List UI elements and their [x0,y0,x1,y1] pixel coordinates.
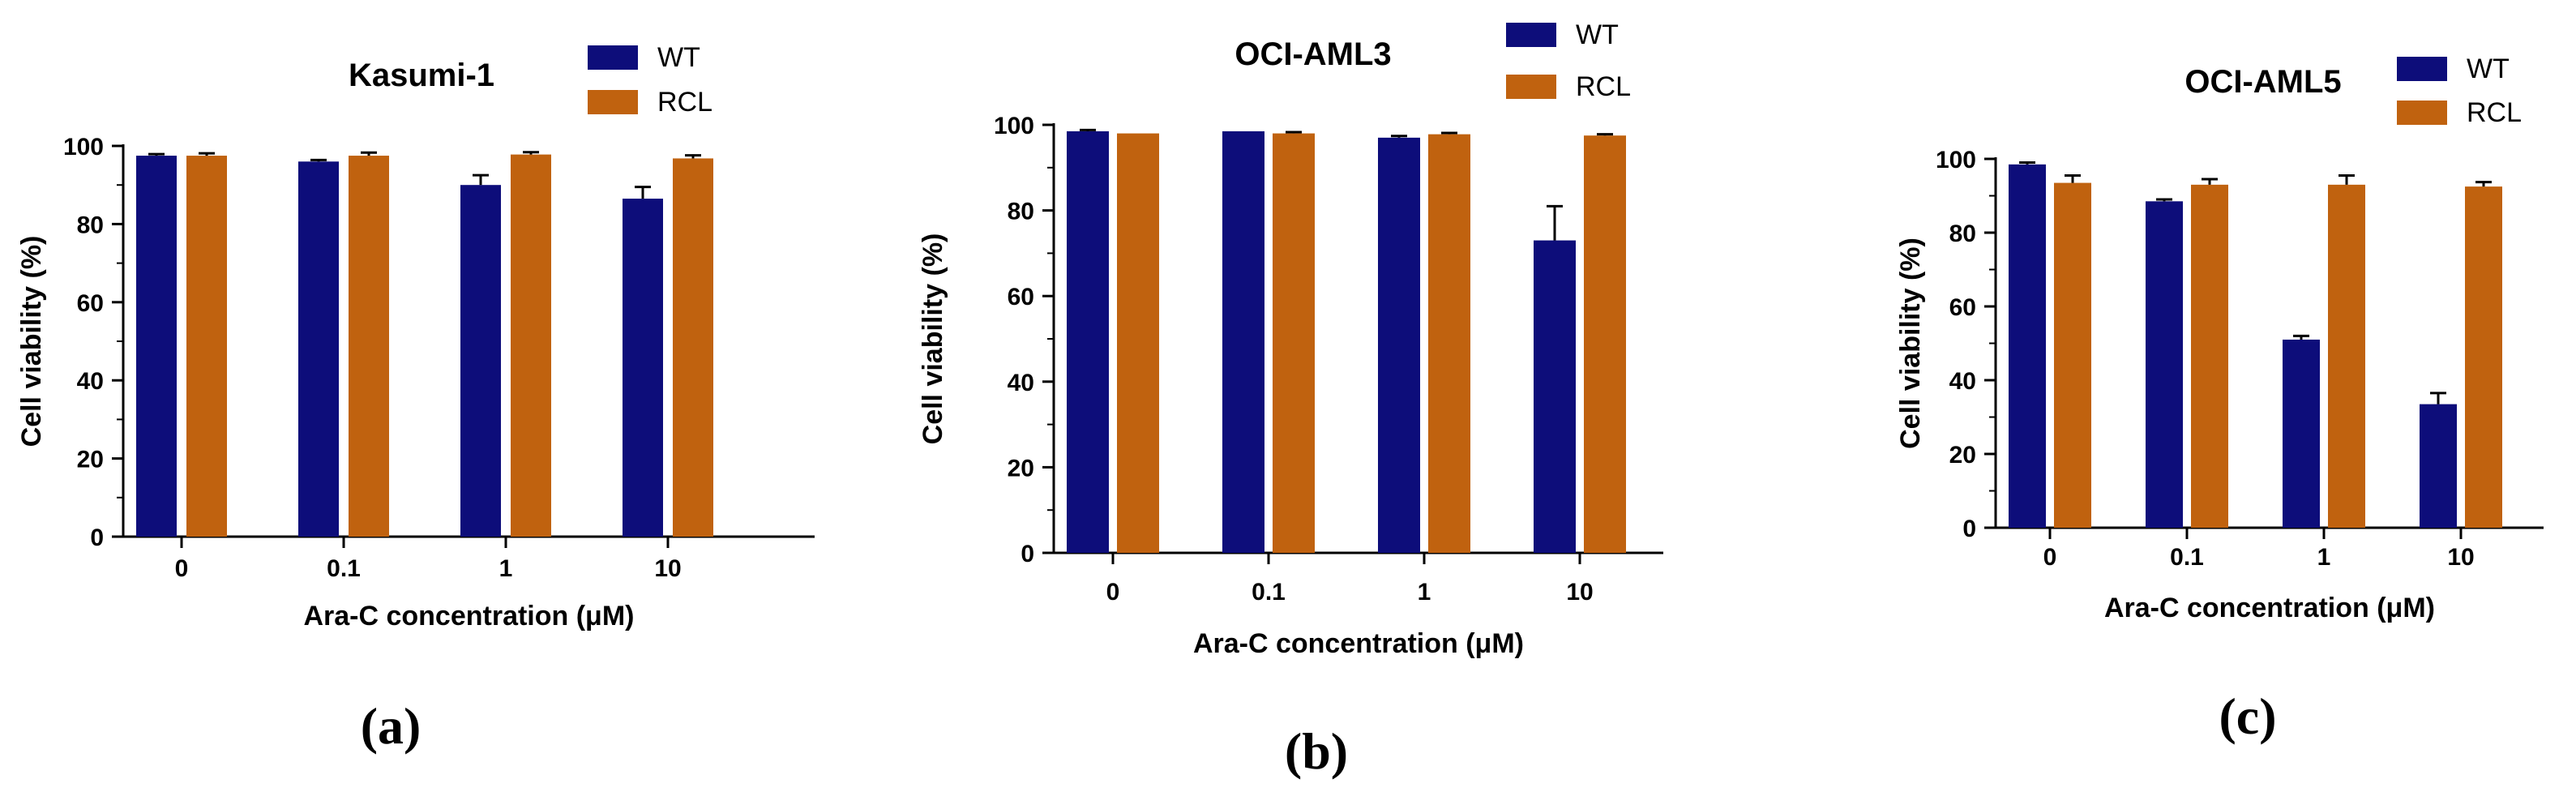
legend-swatch-rcl [1506,75,1556,99]
legend-swatch-rcl [2397,101,2447,125]
bar-wt-0 [1067,131,1109,554]
x-tick-label: 10 [2447,544,2474,571]
bar-rcl-2 [511,154,551,537]
bar-rcl-1 [349,156,389,537]
y-tick-label: 0 [1021,541,1034,567]
bar-rcl-2 [1428,134,1470,554]
panel-letter: (a) [361,697,421,755]
y-tick-label: 40 [77,368,104,395]
legend-label-rcl: RCL [657,87,712,118]
y-tick-label: 100 [1936,147,1976,173]
bar-wt-2 [1378,137,1420,554]
x-axis-label: Ara-C concentration (μM) [1193,628,1524,659]
y-axis-label: Cell viability (%) [16,236,47,447]
bar-wt-1 [298,161,339,537]
y-tick-label: 40 [1949,368,1976,395]
x-tick-label: 0.1 [2170,544,2204,571]
y-tick-label: 100 [994,113,1034,139]
y-tick-label: 80 [77,212,104,238]
bar-wt-2 [460,185,501,537]
chart-title: OCI-AML3 [1235,36,1391,72]
y-tick-label: 60 [1949,294,1976,321]
y-tick-label: 20 [77,447,104,473]
x-tick-label: 0.1 [327,555,361,582]
legend-swatch-rcl [588,90,638,114]
chart-title: Kasumi-1 [349,58,494,93]
bar-rcl-1 [1273,133,1315,553]
x-tick-label: 1 [2317,544,2331,571]
bar-rcl-1 [2191,184,2228,528]
panel-letter: (b) [1285,722,1348,780]
legend-swatch-wt [2397,57,2447,81]
bar-rcl-2 [2328,184,2365,528]
bar-wt-3 [623,199,663,537]
bar-rcl-3 [1584,135,1626,553]
y-tick-label: 80 [1008,199,1034,225]
y-tick-label: 60 [77,290,104,317]
chart-panel-a: Kasumi-1 WT RCL 0 20 40 60 80 100 Cell viability … [0,0,859,792]
legend-label-rcl: RCL [2467,97,2522,128]
legend-label-wt: WT [2467,54,2510,84]
x-tick-label: 0.1 [1252,579,1286,606]
x-axis-label: Ara-C concentration (μM) [2104,593,2435,623]
bar-rcl-3 [673,158,713,537]
legend-swatch-wt [588,45,638,70]
y-tick-label: 100 [63,134,104,161]
y-tick-label: 80 [1949,220,1976,247]
bar-wt-3 [1534,240,1576,553]
x-tick-label: 1 [1418,579,1431,606]
bar-wt-2 [2283,339,2320,528]
x-tick-label: 0 [1106,579,1120,606]
x-tick-label: 0 [2043,544,2057,571]
bar-wt-0 [136,156,177,537]
chart-panel-b: OCI-AML3 WT RCL 0 20 40 60 80 100 Cell viability … [859,0,1718,792]
bar-wt-1 [2146,201,2183,528]
y-tick-label: 20 [1949,442,1976,469]
chart-title: OCI-AML5 [2184,64,2341,100]
panel-letter: (c) [2219,687,2276,745]
y-tick-label: 0 [1962,516,1976,542]
y-axis-label: Cell viability (%) [918,233,948,445]
chart-panel-c: OCI-AML5 WT RCL 0 20 40 60 80 100 Cell viability … [1718,0,2576,792]
y-tick-label: 60 [1008,284,1034,310]
legend-label-wt: WT [1576,19,1619,50]
legend-label-wt: WT [657,42,700,73]
bar-rcl-0 [1117,133,1159,553]
bar-wt-0 [2009,164,2046,528]
x-tick-label: 0 [175,555,189,582]
x-tick-label: 10 [1566,579,1593,606]
x-axis-label: Ara-C concentration (μM) [303,601,634,631]
y-tick-label: 0 [90,524,104,551]
bar-wt-1 [1222,131,1264,554]
x-tick-label: 1 [499,555,513,582]
y-tick-label: 20 [1008,455,1034,482]
legend-label-rcl: RCL [1576,71,1631,102]
legend-swatch-wt [1506,23,1556,47]
y-tick-label: 40 [1008,370,1034,396]
bar-rcl-0 [2054,182,2091,528]
bar-wt-3 [2420,404,2457,528]
bar-rcl-3 [2465,186,2502,528]
y-axis-label: Cell viability (%) [1895,238,1926,449]
bar-rcl-0 [186,156,227,537]
x-tick-label: 10 [654,555,681,582]
